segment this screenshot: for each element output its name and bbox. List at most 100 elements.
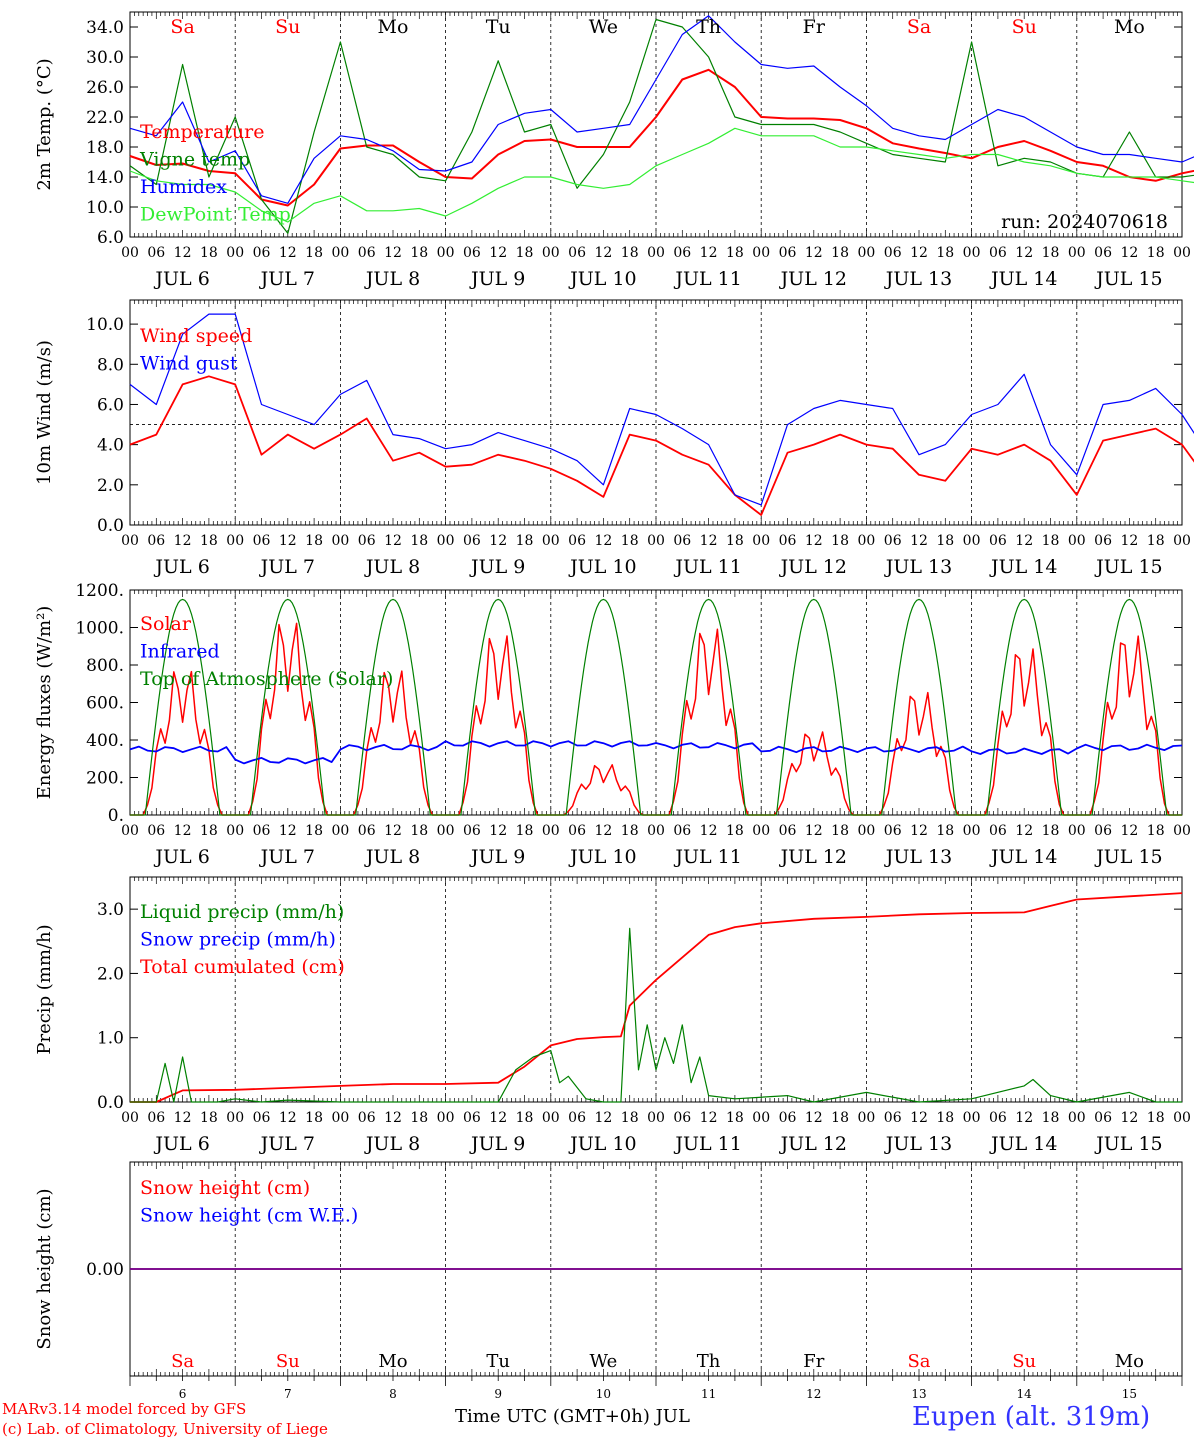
hour-tick-label: 12 [384,823,402,839]
day-number-label: 10 [596,1387,611,1401]
y-axis-label: 2m Temp. (°C) [34,58,55,190]
day-of-week-label: Sa [171,1351,194,1372]
hour-tick-label: 06 [253,823,271,839]
hour-tick-label: 00 [1068,533,1086,549]
day-number-label: 7 [284,1387,292,1401]
hour-tick-label: 00 [963,1110,981,1126]
y-tick-label: 34.0 [86,18,124,38]
panel-energy: 0. 200. 400. 600. 800. 1000. 1200. Energy fluxe… [34,581,1191,868]
legend-entry: Wind speed [140,325,252,347]
series-line-vigne-temp [129,18,1194,234]
hour-tick-label: 18 [621,1110,639,1126]
day-of-week-label: Th [696,16,721,38]
date-label: JUL 13 [884,846,952,868]
hour-tick-label: 00 [857,823,875,839]
hour-tick-label: 06 [463,823,481,839]
hour-tick-label: 12 [174,1110,192,1126]
hour-tick-label: 06 [358,245,376,261]
hour-tick-label: 12 [384,245,402,261]
hour-tick-label: 00 [1173,533,1191,549]
hour-tick-label: 00 [1173,245,1191,261]
day-number-label: 11 [701,1387,716,1401]
hour-tick-label: 00 [963,823,981,839]
panel-precip: 0.0 1.0 2.0 3.0 Precip (mm/h) Liquid precip (… [34,876,1191,1155]
hour-tick-label: 18 [936,245,954,261]
hour-tick-label: 00 [437,245,455,261]
hour-tick-label: 12 [594,245,612,261]
hour-tick-label: 12 [594,533,612,549]
day-of-week-label: We [590,1351,618,1372]
date-label: JUL 13 [884,1133,952,1155]
series-line-dewpoint-temp [129,127,1194,223]
date-label: JUL 9 [469,1133,525,1155]
y-tick-label: 22.0 [86,108,124,128]
hour-tick-label: 12 [910,1110,928,1126]
hour-tick-label: 18 [305,245,323,261]
model-credit: MARv3.14 model forced by GFS [2,1400,247,1418]
legend-entry: Top of Atmosphere (Solar) [140,668,393,690]
hour-tick-label: 00 [1173,1110,1191,1126]
hour-tick-label: 00 [1068,1110,1086,1126]
hour-tick-label: 06 [463,245,481,261]
series-line-wind-speed [129,375,1194,516]
hour-tick-label: 00 [542,245,560,261]
hour-tick-label: 18 [1042,245,1060,261]
hour-tick-label: 06 [989,245,1007,261]
hour-tick-label: 18 [1147,823,1165,839]
hour-tick-label: 12 [489,823,507,839]
hour-tick-label: 00 [752,823,770,839]
day-of-week-label: Fr [803,16,826,38]
day-number-label: 14 [1017,1387,1033,1401]
hour-tick-label: 00 [752,245,770,261]
legend-entry: Wind gust [140,353,238,375]
hour-tick-label: 12 [594,823,612,839]
hour-tick-label: 06 [568,245,586,261]
hour-tick-label: 18 [516,1110,534,1126]
hour-tick-label: 06 [358,1110,376,1126]
hour-tick-label: 18 [726,823,744,839]
day-of-week-label: Mo [1114,16,1145,38]
hour-tick-label: 12 [1015,533,1033,549]
hour-tick-label: 00 [857,245,875,261]
hour-tick-label: 18 [726,245,744,261]
legend-entry: DewPoint Temp [140,204,291,226]
hour-tick-label: 06 [1094,1110,1112,1126]
day-of-week-label: Sa [907,16,931,38]
day-of-week-label: Mo [378,16,409,38]
hour-tick-label: 12 [700,533,718,549]
date-label: JUL 14 [989,1133,1057,1155]
hour-tick-label: 18 [621,823,639,839]
hour-tick-label: 00 [542,823,560,839]
date-label: JUL 11 [673,268,741,290]
hour-tick-label: 12 [1120,245,1138,261]
series-line-top-of-atmosphere-solar- [130,598,1182,816]
hour-tick-label: 18 [831,533,849,549]
hour-tick-label: 12 [1120,823,1138,839]
hour-tick-label: 00 [331,823,349,839]
day-of-week-label: Fr [803,1351,824,1372]
hour-tick-label: 00 [331,533,349,549]
run-annotation: run: 2024070618 [1001,211,1168,233]
hour-tick-label: 00 [647,533,665,549]
hour-tick-label: 12 [805,1110,823,1126]
hour-tick-label: 18 [410,823,428,839]
date-label: JUL 15 [1094,1133,1162,1155]
legend-entry: Vigne temp [139,149,250,171]
day-of-week-label: Su [1012,1351,1036,1372]
hour-tick-label: 00 [437,823,455,839]
hour-tick-label: 18 [936,1110,954,1126]
y-tick-label: 0.00 [86,1260,124,1280]
date-label: JUL 11 [673,556,741,578]
series-line-liquid-precip-mm-h- [130,927,1182,1103]
hour-tick-label: 06 [147,823,165,839]
hour-tick-label: 12 [279,533,297,549]
legend-entry: Snow height (cm) [140,1177,310,1199]
hour-tick-label: 12 [1015,245,1033,261]
hour-tick-label: 18 [726,1110,744,1126]
date-label: JUL 7 [259,556,315,578]
date-label: JUL 8 [364,556,420,578]
date-label: JUL 8 [364,846,420,868]
day-number-label: 12 [806,1387,821,1401]
